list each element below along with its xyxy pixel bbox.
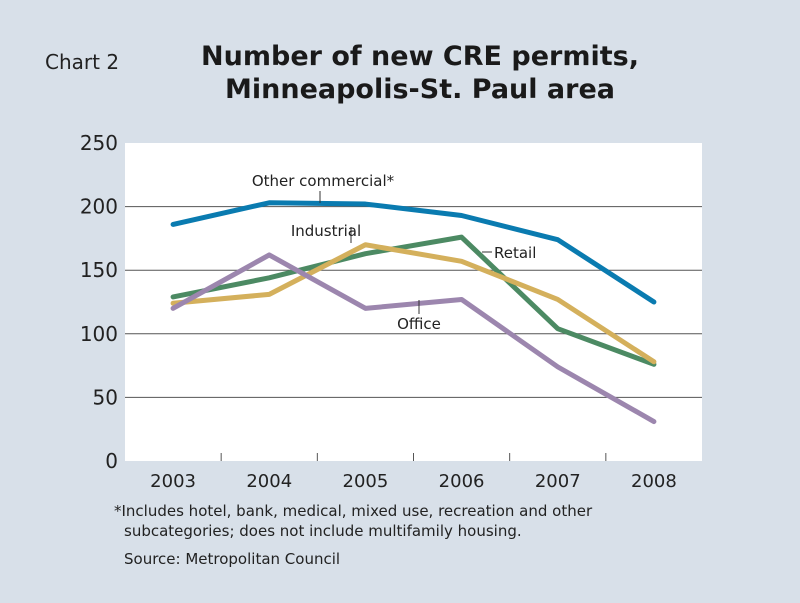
y-tick-label: 100 bbox=[80, 322, 118, 346]
series-line-retail bbox=[170, 234, 657, 367]
x-tick-label: 2003 bbox=[150, 471, 196, 492]
x-tick-label: 2007 bbox=[535, 471, 581, 492]
series-label: Retail bbox=[494, 244, 536, 262]
x-tick-label: 2005 bbox=[343, 471, 389, 492]
series-line-industrial bbox=[170, 242, 657, 365]
source-note: Source: Metropolitan Council bbox=[124, 550, 341, 568]
footnote-line-1: *Includes hotel, bank, medical, mixed us… bbox=[114, 502, 593, 520]
y-tick-label: 250 bbox=[80, 131, 118, 155]
footnote-line-2: subcategories; does not include multifam… bbox=[124, 522, 522, 540]
title-line-1: Number of new CRE permits, bbox=[201, 41, 639, 72]
title-line-2: Minneapolis-St. Paul area bbox=[225, 74, 615, 105]
chart-number-label: Chart 2 bbox=[45, 50, 120, 74]
series-label: Other commercial* bbox=[252, 172, 395, 190]
x-tick-label: 2008 bbox=[631, 471, 677, 492]
series-line-office bbox=[170, 252, 657, 425]
series-label: Office bbox=[397, 315, 441, 333]
chart-title: Number of new CRE permits, Minneapolis-S… bbox=[170, 40, 670, 106]
x-tick-label: 2006 bbox=[439, 471, 485, 492]
y-tick-label: 50 bbox=[93, 385, 118, 409]
series-label: Industrial bbox=[291, 222, 361, 240]
x-tick-label: 2004 bbox=[246, 471, 292, 492]
series-line-other-commercial bbox=[170, 200, 657, 305]
y-tick-label: 150 bbox=[80, 258, 118, 282]
y-tick-label: 0 bbox=[105, 449, 118, 473]
y-tick-label: 200 bbox=[80, 195, 118, 219]
